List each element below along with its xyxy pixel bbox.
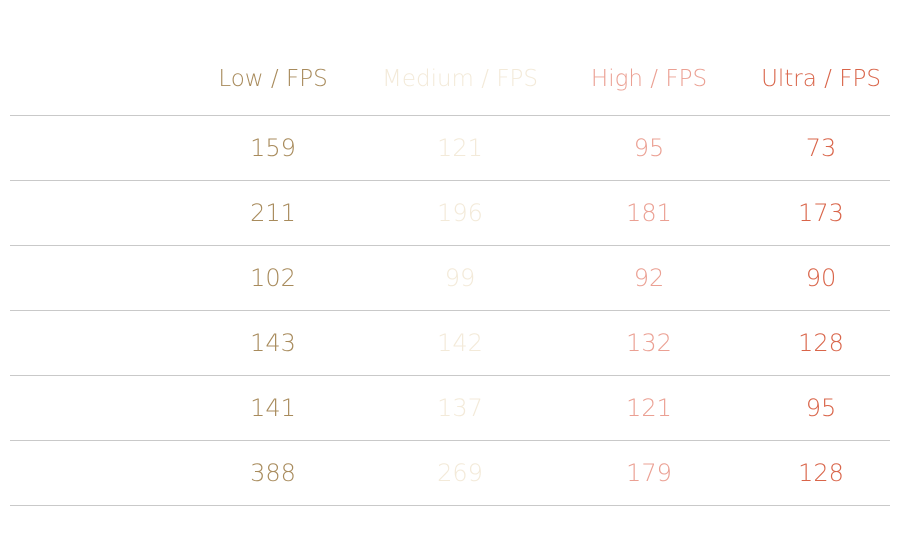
row-divider [10, 115, 890, 116]
column-header: Medium / FPS [381, 66, 539, 92]
row-divider [10, 440, 890, 441]
column-header: Low / FPS [218, 66, 328, 92]
row-divider [10, 245, 890, 246]
fps-value: 132 [626, 328, 672, 357]
fps-value: 137 [437, 393, 483, 422]
fps-value: 121 [626, 393, 672, 422]
fps-value: 95 [633, 133, 665, 162]
fps-value: 92 [633, 263, 665, 292]
fps-value: 99 [444, 263, 476, 292]
fps-value: 90 [805, 263, 837, 292]
row-divider [10, 180, 890, 181]
row-divider [10, 310, 890, 311]
fps-value: 73 [805, 133, 837, 162]
column-header: High / FPS [590, 66, 708, 92]
fps-value: 95 [805, 393, 837, 422]
fps-value: 179 [626, 458, 672, 487]
fps-value: 128 [798, 328, 844, 357]
row-divider [10, 375, 890, 376]
fps-value: 173 [798, 198, 844, 227]
fps-value: 159 [250, 133, 296, 162]
fps-value: 269 [437, 458, 483, 487]
fps-value: 121 [437, 133, 483, 162]
fps-value: 142 [437, 328, 483, 357]
fps-value: 141 [250, 393, 296, 422]
fps-value: 388 [250, 458, 296, 487]
fps-value: 196 [437, 198, 483, 227]
column-header: Ultra / FPS [761, 66, 881, 92]
fps-value: 102 [250, 263, 296, 292]
fps-value: 128 [798, 458, 844, 487]
fps-value: 143 [250, 328, 296, 357]
fps-value: 211 [250, 198, 296, 227]
fps-value: 181 [626, 198, 672, 227]
row-divider [10, 505, 890, 506]
